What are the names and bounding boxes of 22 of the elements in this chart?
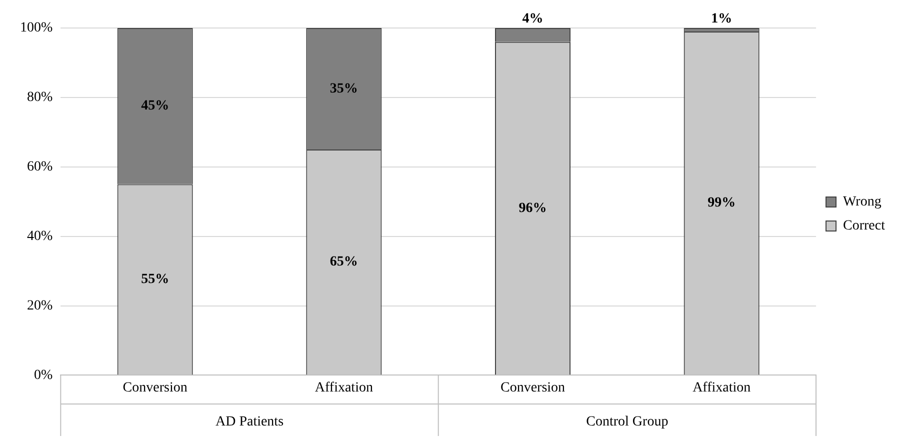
x-tick-label: Conversion [122,380,188,396]
data-label: 55% [141,272,170,288]
x-tick-label: Affixation [692,380,751,396]
data-label: 1% [711,12,732,27]
y-tick-label: 40% [26,228,53,244]
data-label: 4% [522,12,544,27]
text: Control Group [586,414,668,430]
legend-label: Correct [843,218,886,234]
data-label: 65% [330,254,358,270]
x-tick-label: Conversion [500,380,566,396]
y-tick-label: 60% [26,160,53,175]
data-label: 35% [330,81,358,96]
data-label: 99% [708,196,736,211]
data-label: 45% [141,98,170,114]
legend-label: Wrong [843,194,882,210]
data-label: 96% [518,200,547,216]
y-tick-label: 0% [34,368,53,383]
y-tick-label: 80% [26,90,53,106]
x-tick-label: Affixation [314,380,373,396]
y-tick-label: 100% [20,20,53,36]
y-tick-label: 20% [26,298,53,314]
text: AD Patients [215,414,284,430]
